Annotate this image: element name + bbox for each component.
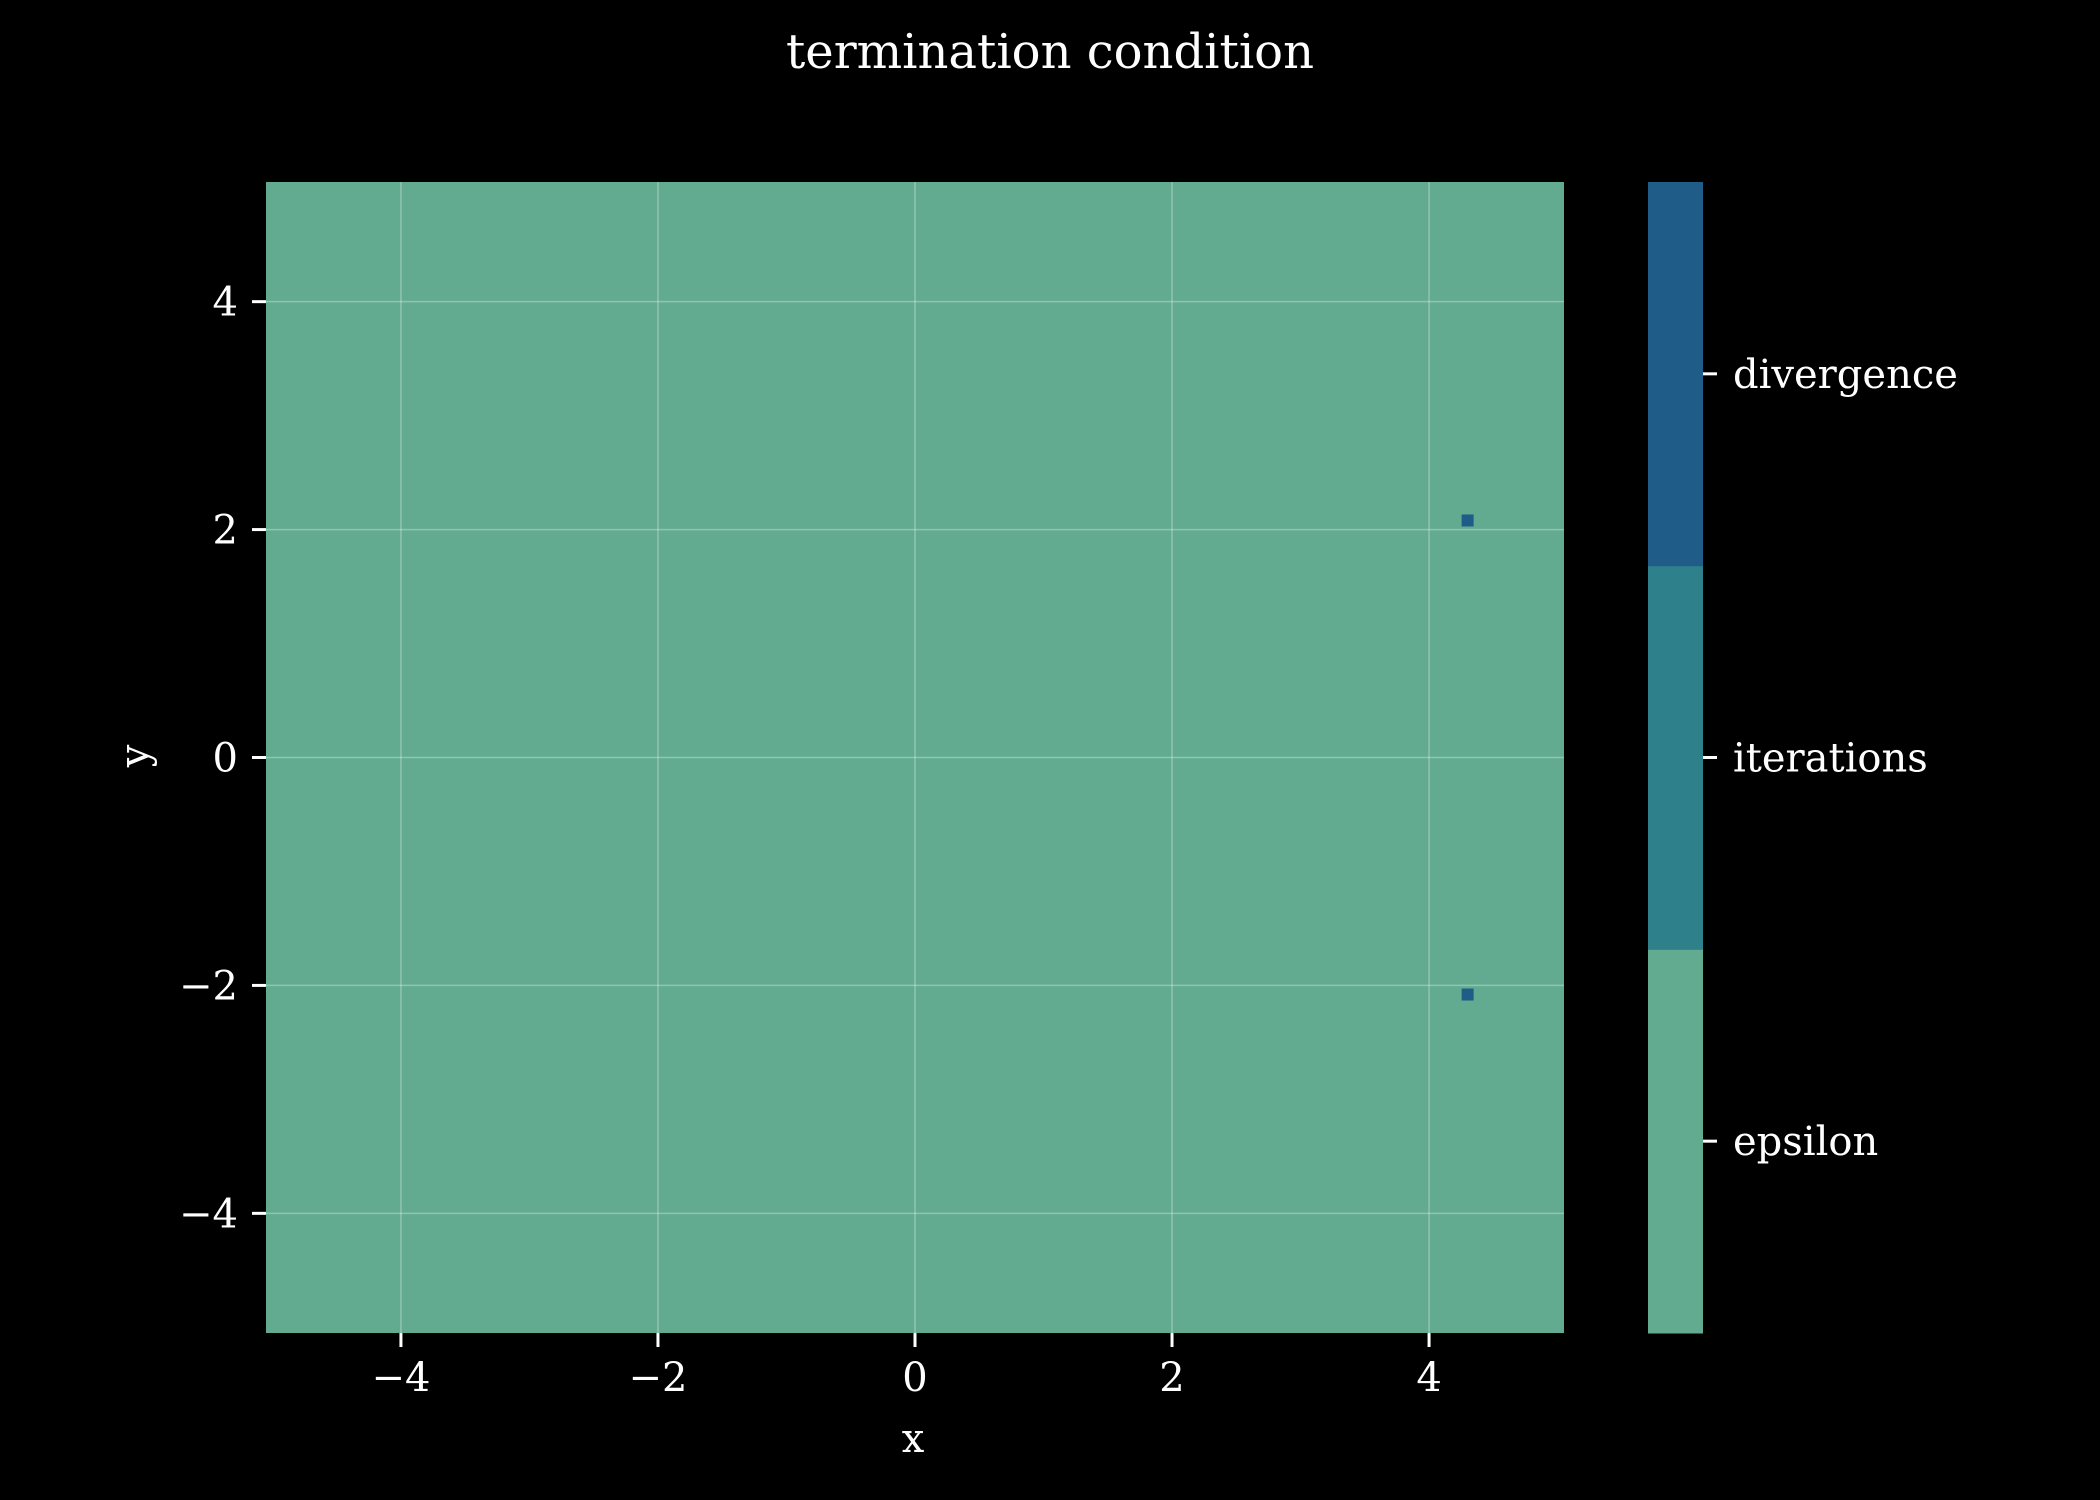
- colorbar-segment-epsilon: [1648, 949, 1703, 1334]
- plot-area: [266, 182, 1564, 1333]
- y-tick-label: 2: [213, 508, 238, 554]
- x-tick-label: 2: [1159, 1355, 1184, 1401]
- x-tick-label: −2: [628, 1355, 687, 1401]
- heatmap-cell: [1461, 514, 1474, 527]
- heatmap-cell: [1461, 988, 1474, 1001]
- heatmap-background: [266, 182, 1564, 1333]
- y-axis: −4 −2 0 2 4: [179, 280, 266, 1237]
- colorbar-segment-iterations: [1648, 565, 1703, 950]
- colorbar-tick-label: divergence: [1733, 352, 1958, 398]
- x-axis-label: x: [902, 1416, 925, 1462]
- colorbar: epsilon iterations divergence: [1648, 182, 1958, 1334]
- chart-title: termination condition: [786, 24, 1314, 80]
- y-tick-label: −2: [179, 963, 238, 1009]
- y-tick-label: 0: [213, 736, 238, 782]
- y-tick-label: −4: [179, 1191, 238, 1237]
- x-axis: −4 −2 0 2 4: [371, 1333, 1442, 1401]
- x-tick-label: 4: [1416, 1355, 1441, 1401]
- colorbar-segment-divergence: [1648, 182, 1703, 567]
- colorbar-tick-label: iterations: [1733, 736, 1928, 782]
- colorbar-tick-label: epsilon: [1733, 1119, 1878, 1165]
- y-tick-label: 4: [213, 280, 238, 326]
- x-tick-label: 0: [902, 1355, 927, 1401]
- y-axis-label: y: [112, 744, 158, 768]
- x-tick-label: −4: [371, 1355, 430, 1401]
